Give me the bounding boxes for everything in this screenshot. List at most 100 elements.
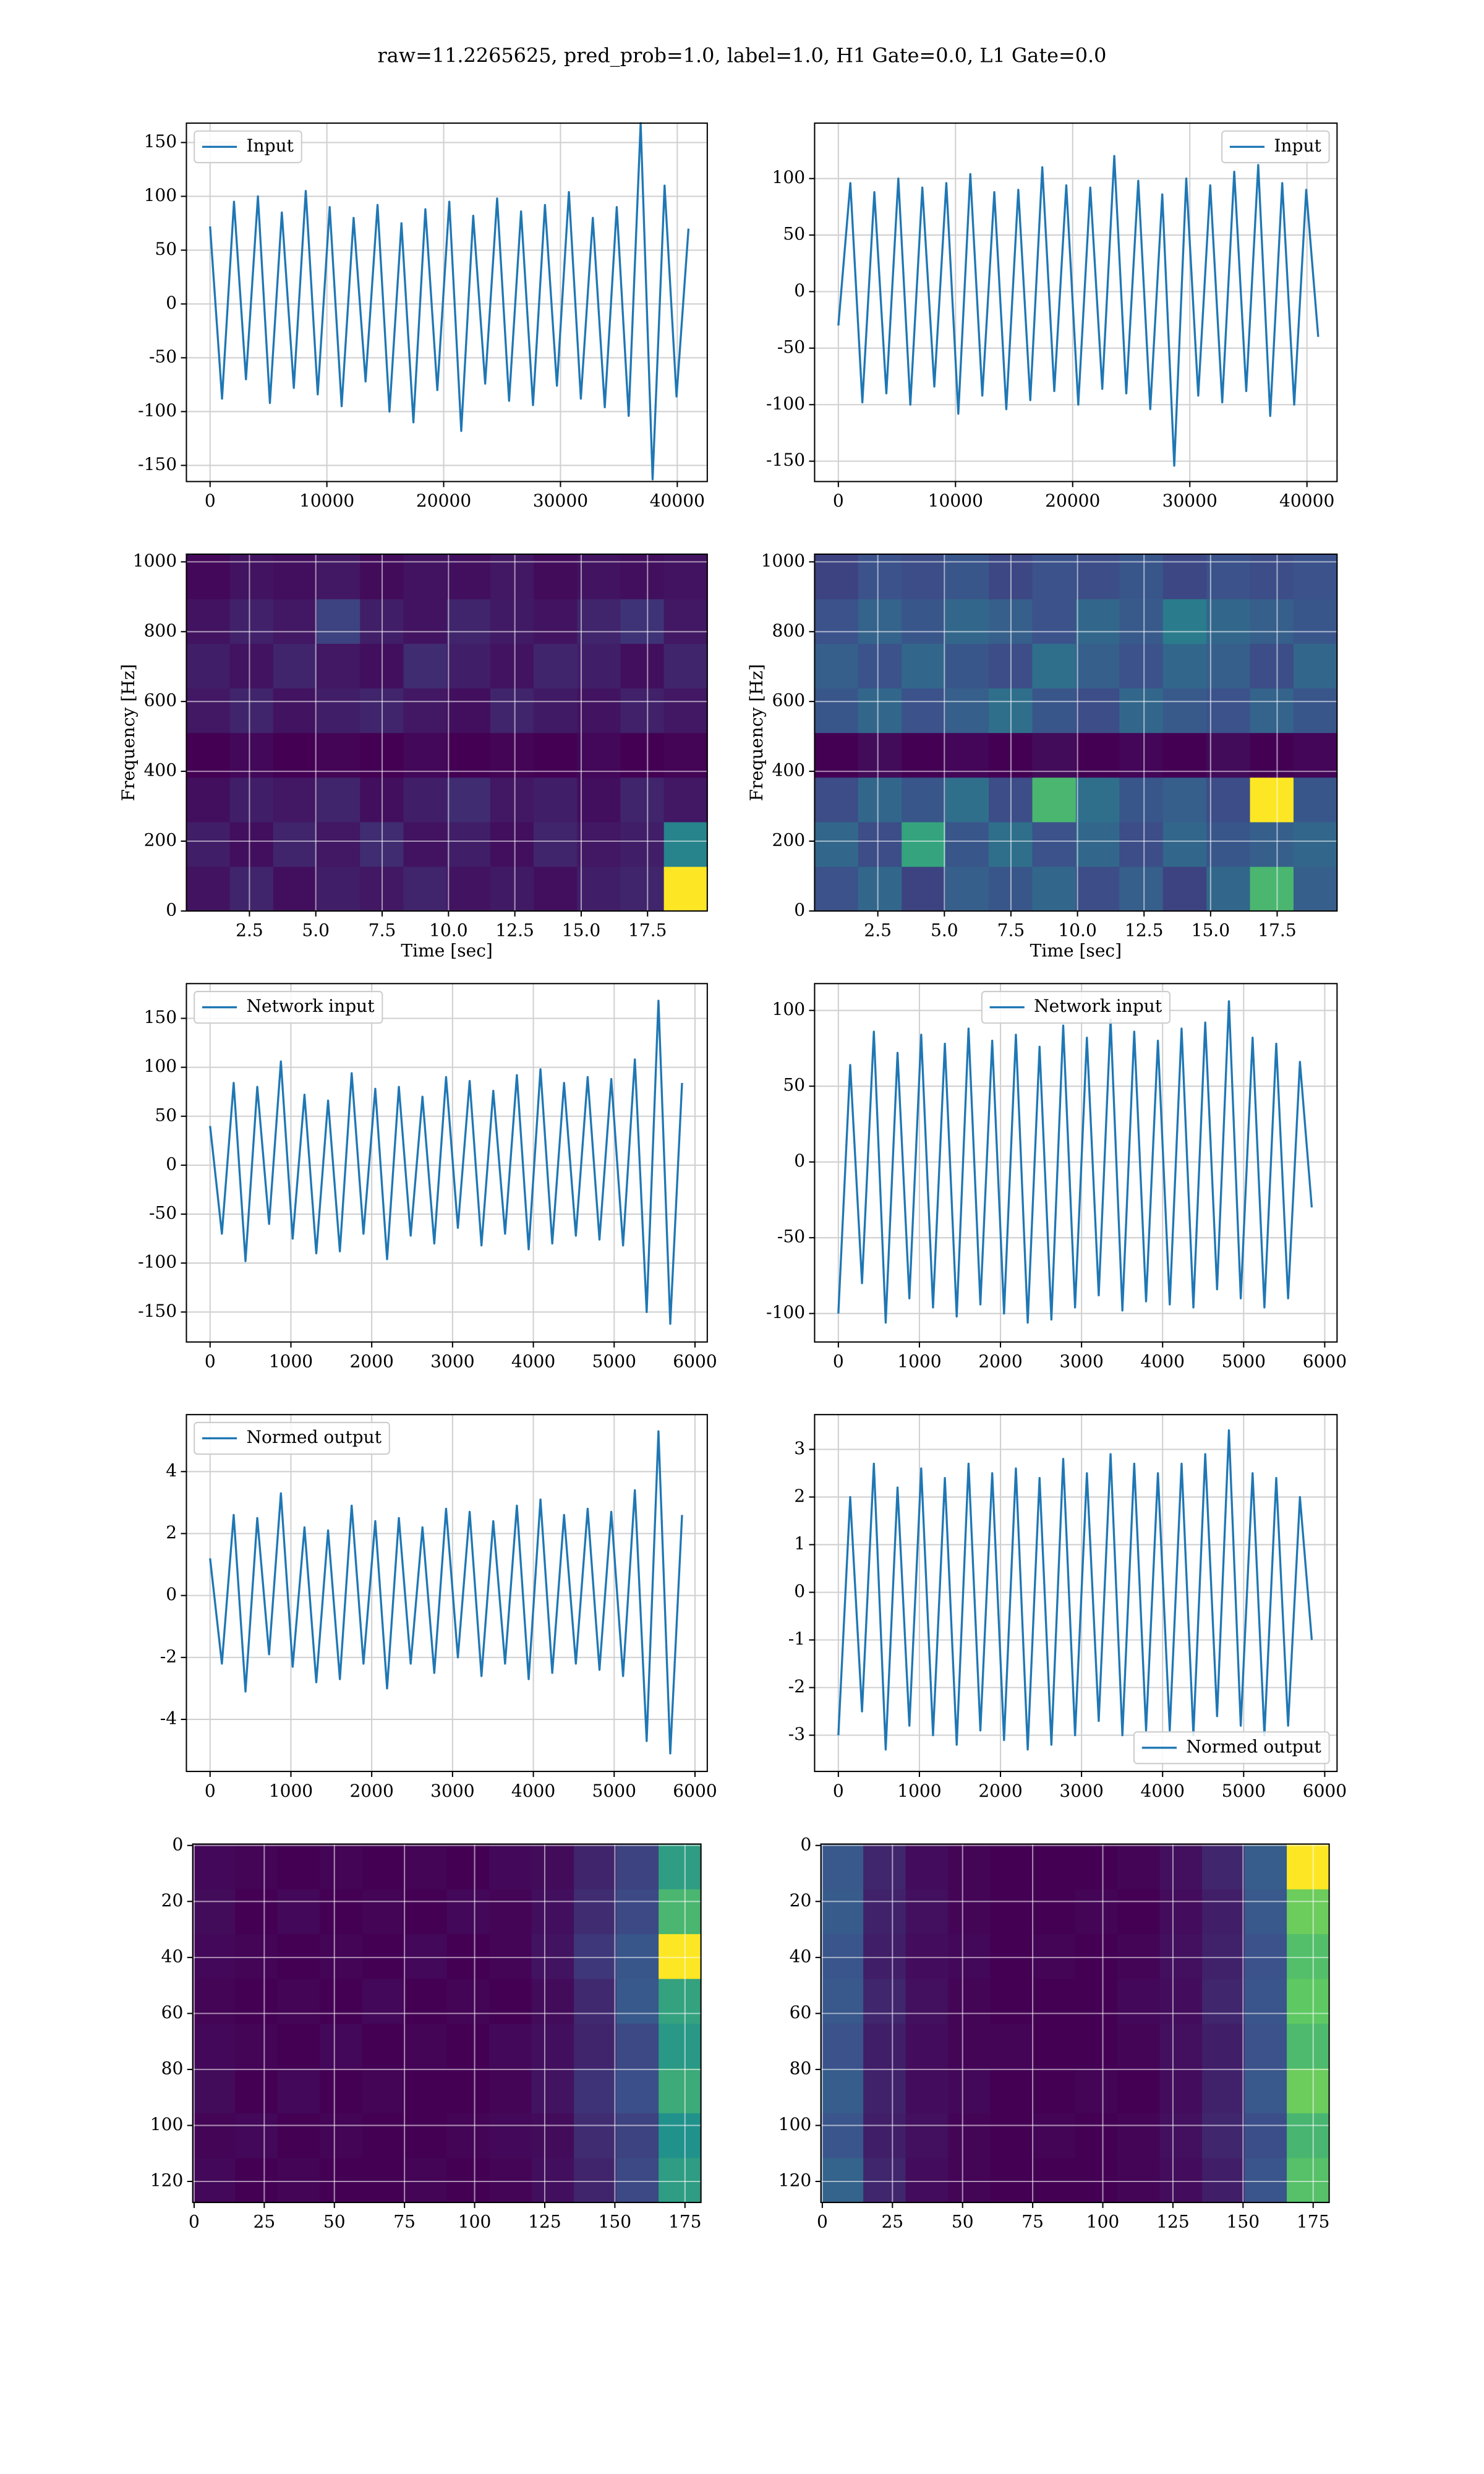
heatmap-cell bbox=[534, 554, 578, 599]
heatmap-cell bbox=[277, 1933, 320, 1979]
y-tick-label: 1000 bbox=[761, 550, 805, 571]
heatmap-cell bbox=[620, 554, 665, 599]
heatmap-cell bbox=[186, 821, 231, 867]
x-tick-label: 175 bbox=[1297, 2212, 1330, 2232]
heatmap-cell bbox=[1287, 2157, 1330, 2203]
heatmap-cell bbox=[1117, 1933, 1161, 1979]
y-tick-label: -150 bbox=[138, 454, 177, 474]
heatmap-cell bbox=[1293, 732, 1338, 778]
y-tick-label: -100 bbox=[766, 1302, 805, 1322]
heatmap-cell bbox=[235, 2113, 278, 2159]
x-tick-label: 0 bbox=[833, 1351, 844, 1371]
heatmap-cell bbox=[1119, 866, 1164, 912]
heatmap-cell bbox=[489, 2157, 532, 2203]
heatmap-cell bbox=[1159, 2113, 1203, 2159]
heatmap-cell bbox=[1162, 866, 1207, 912]
x-tick-label: 4000 bbox=[511, 1351, 555, 1371]
y-tick-label: 150 bbox=[144, 131, 177, 152]
y-tick-label: 50 bbox=[783, 1075, 805, 1095]
heatmap-cell bbox=[1202, 1933, 1245, 1979]
heatmap-cell bbox=[905, 2113, 949, 2159]
heatmap-cell bbox=[277, 2068, 320, 2113]
heatmap-cell bbox=[235, 2023, 278, 2069]
heatmap-cell bbox=[1075, 1888, 1118, 1935]
heatmap-cell bbox=[403, 866, 448, 912]
x-tick-label: 10.0 bbox=[429, 920, 467, 941]
heatmap-cell bbox=[446, 643, 491, 689]
heatmap-cell bbox=[235, 2157, 278, 2203]
heatmap-cell bbox=[1033, 2068, 1076, 2113]
x-tick-label: 25 bbox=[881, 2212, 903, 2232]
heatmap-cell bbox=[1117, 2157, 1161, 2203]
heatmap-cell bbox=[574, 1844, 617, 1890]
y-tick-label: 2 bbox=[794, 1486, 805, 1506]
heatmap-cell bbox=[235, 2068, 278, 2113]
y-tick-label: 1 bbox=[794, 1533, 805, 1554]
grid bbox=[192, 1844, 701, 2202]
heatmap-cell bbox=[362, 1844, 405, 1890]
heatmap-cell bbox=[948, 2157, 991, 2203]
heatmap-cell bbox=[490, 821, 534, 867]
plot-area bbox=[837, 1429, 1313, 1751]
heatmap-cell bbox=[858, 688, 903, 734]
y-tick-label: 100 bbox=[144, 1056, 177, 1076]
x-tick-label: 12.5 bbox=[1125, 920, 1163, 941]
heatmap-cell bbox=[1119, 777, 1164, 823]
heatmap-cell bbox=[821, 2157, 864, 2203]
heatmap-cell bbox=[531, 2113, 574, 2159]
plot-area bbox=[837, 155, 1320, 467]
heatmap-cell bbox=[1250, 777, 1294, 823]
heatmap-cell bbox=[863, 2157, 906, 2203]
y-tick-label: 20 bbox=[790, 1890, 812, 1911]
heatmap-cell bbox=[1287, 2113, 1330, 2159]
heatmap-cell bbox=[1032, 821, 1077, 867]
axes-frame bbox=[186, 122, 708, 482]
heatmap-cell bbox=[905, 2068, 949, 2113]
y-tick-label: -50 bbox=[777, 336, 805, 357]
heatmap-cell bbox=[489, 1888, 532, 1935]
heatmap-cell bbox=[620, 821, 665, 867]
heatmap-cell bbox=[1117, 1888, 1161, 1935]
y-tick-label: 1000 bbox=[133, 550, 177, 571]
heatmap-cell bbox=[1159, 1933, 1203, 1979]
y-tick-label: -50 bbox=[149, 346, 177, 367]
heatmap-cell bbox=[403, 821, 448, 867]
y-tick-label: 120 bbox=[150, 2170, 184, 2190]
heatmap-cell bbox=[616, 1844, 659, 1890]
heatmap-cell bbox=[577, 599, 621, 644]
x-tick-label: 125 bbox=[1156, 2212, 1190, 2232]
legend: Normed output bbox=[1133, 1731, 1330, 1765]
heatmap-cell bbox=[948, 2068, 991, 2113]
heatmap-cell bbox=[863, 2068, 906, 2113]
heatmap-cell bbox=[1202, 2068, 1245, 2113]
y-tick-label: 100 bbox=[150, 2114, 184, 2134]
heatmap-cell bbox=[1119, 643, 1164, 689]
legend-box bbox=[1133, 1731, 1330, 1765]
heatmap-cell bbox=[821, 2023, 864, 2069]
heatmap-cell bbox=[186, 732, 231, 778]
axes-frame bbox=[186, 1414, 708, 1773]
y-tick-label: 50 bbox=[155, 239, 177, 259]
y-axis-label: Frequency [Hz] bbox=[118, 664, 139, 801]
x-tick-label: 2000 bbox=[349, 1351, 393, 1371]
x-tick-label: 0 bbox=[205, 1781, 216, 1801]
heatmap-cell bbox=[1202, 1888, 1245, 1935]
signal-line bbox=[837, 1000, 1313, 1324]
heatmap-cell bbox=[863, 2023, 906, 2069]
heatmap-cell bbox=[320, 2157, 363, 2203]
heatmap-cell bbox=[1032, 732, 1077, 778]
heatmap-cell bbox=[1244, 2157, 1287, 2203]
heatmap-cell bbox=[905, 1888, 949, 1935]
heatmap-cell bbox=[1033, 1933, 1076, 1979]
heatmap-cell bbox=[945, 643, 989, 689]
heatmap-cell bbox=[1032, 777, 1077, 823]
x-tick-label: 5.0 bbox=[302, 920, 330, 941]
heatmap-cell bbox=[1159, 1888, 1203, 1935]
x-tick-label: 20000 bbox=[1045, 490, 1100, 511]
heatmap-cell bbox=[821, 1844, 864, 1890]
heatmap-cell bbox=[948, 1888, 991, 1935]
heatmap-cell bbox=[663, 643, 708, 689]
heatmap-cell bbox=[1244, 1933, 1287, 1979]
plot-area bbox=[209, 122, 690, 481]
heatmap-cell bbox=[192, 2113, 236, 2159]
